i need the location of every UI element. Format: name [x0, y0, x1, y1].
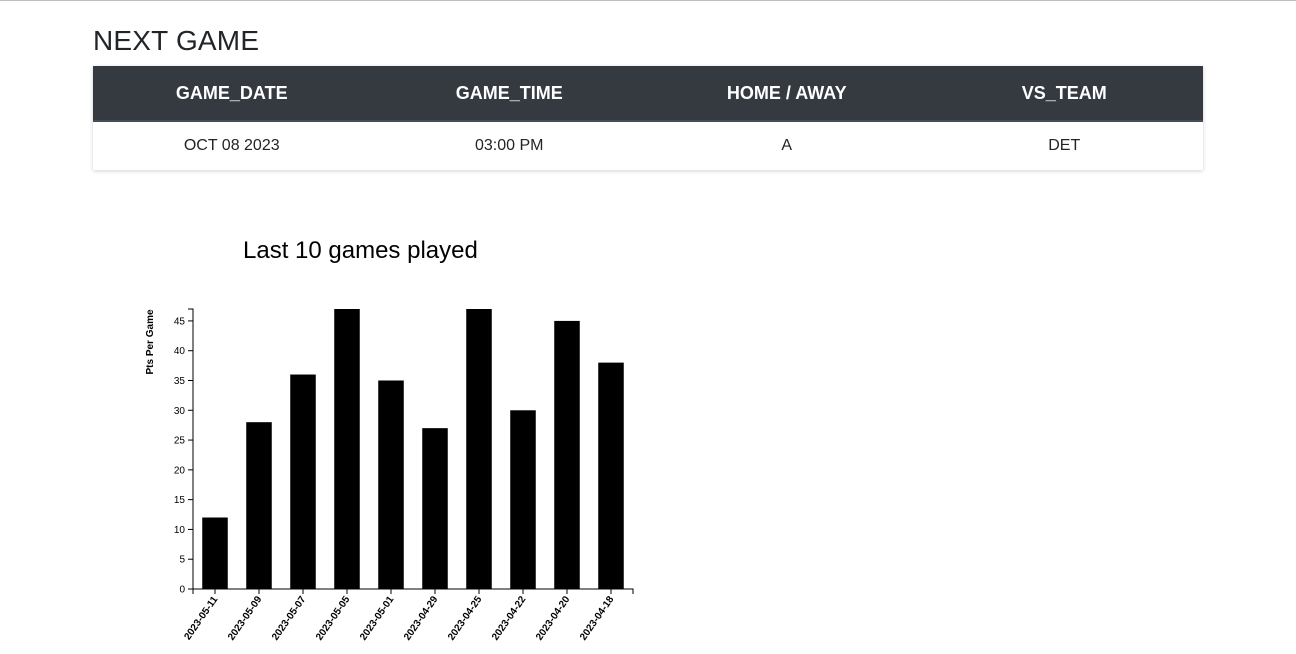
column-header-vs-team: VS_TEAM — [925, 66, 1203, 122]
cell-home-away: A — [648, 121, 926, 170]
x-tick-label: 2023-05-05 — [314, 594, 353, 643]
cell-game-date: OCT 08 2023 — [93, 121, 371, 170]
x-axis: 2023-05-11 2023-05-09 2023-05-07 2023-05-05… — [182, 588, 634, 643]
x-tick-label: 2023-04-29 — [402, 594, 441, 643]
x-tick-label: 2023-04-25 — [446, 594, 485, 643]
x-tick-label: 2023-05-11 — [182, 594, 220, 642]
y-tick-label: 5 — [179, 555, 185, 566]
bar-2023-04-18 — [598, 362, 624, 589]
top-divider — [0, 0, 1296, 1]
x-tick-label: 2023-04-18 — [578, 594, 617, 643]
column-header-home-away: HOME / AWAY — [648, 66, 926, 122]
table-header-row: GAME_DATE GAME_TIME HOME / AWAY VS_TEAM — [93, 66, 1203, 122]
y-axis-line — [188, 308, 194, 590]
y-tick-label: 30 — [174, 406, 186, 417]
y-tick-label: 35 — [174, 376, 186, 387]
next-game-table: GAME_DATE GAME_TIME HOME / AWAY VS_TEAM … — [93, 66, 1203, 170]
cell-game-time: 03:00 PM — [370, 121, 648, 170]
bar-2023-04-22 — [510, 410, 536, 589]
bar-2023-05-05 — [334, 309, 360, 589]
bar-2023-04-29 — [422, 428, 448, 589]
y-tick-label: 15 — [174, 495, 186, 506]
y-tick-label: 0 — [179, 585, 185, 596]
y-tick-label: 40 — [174, 346, 186, 357]
x-tick-label: 2023-05-07 — [270, 594, 309, 643]
y-axis: 0 5 10 15 20 25 30 35 40 45 — [174, 308, 194, 596]
bar-2023-05-07 — [290, 374, 316, 589]
bar-2023-05-01 — [378, 380, 404, 589]
x-tick-label: 2023-04-20 — [534, 594, 573, 643]
chart-title: Last 10 games played — [243, 237, 478, 264]
column-header-game-time: GAME_TIME — [370, 66, 648, 122]
chart-bars — [202, 309, 624, 589]
y-tick-label: 10 — [174, 525, 186, 536]
y-tick-label: 45 — [174, 316, 186, 327]
bar-2023-04-25 — [466, 309, 492, 589]
bar-2023-05-09 — [246, 422, 272, 589]
bar-2023-04-20 — [554, 320, 580, 589]
y-axis-label: Pts Per Game — [145, 309, 156, 374]
x-tick-label: 2023-05-01 — [358, 594, 397, 643]
y-tick-label: 20 — [174, 465, 186, 476]
x-tick-label: 2023-05-09 — [226, 594, 265, 643]
cell-vs-team: DET — [925, 121, 1203, 170]
y-tick-label: 25 — [174, 436, 186, 447]
x-axis-line — [192, 588, 634, 594]
table-row: OCT 08 2023 03:00 PM A DET — [93, 121, 1203, 170]
bar-2023-05-11 — [202, 517, 228, 589]
x-tick-label: 2023-04-22 — [490, 594, 529, 643]
next-game-title: NEXT GAME — [93, 25, 260, 56]
column-header-game-date: GAME_DATE — [93, 66, 371, 122]
